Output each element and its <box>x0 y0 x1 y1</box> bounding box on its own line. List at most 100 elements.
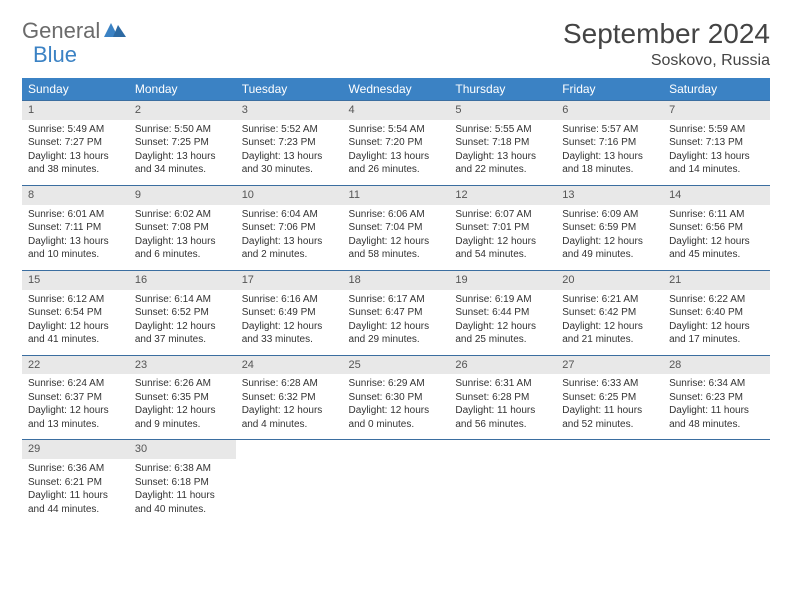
calendar-cell: 20Sunrise: 6:21 AMSunset: 6:42 PMDayligh… <box>556 270 663 355</box>
daylight-text: Daylight: 12 hours and 45 minutes. <box>669 235 764 262</box>
day-body: Sunrise: 6:01 AMSunset: 7:11 PMDaylight:… <box>22 205 129 270</box>
day-body: Sunrise: 6:02 AMSunset: 7:08 PMDaylight:… <box>129 205 236 270</box>
daylight-text: Daylight: 12 hours and 41 minutes. <box>28 320 123 347</box>
calendar-row: 15Sunrise: 6:12 AMSunset: 6:54 PMDayligh… <box>22 270 770 355</box>
sunrise-text: Sunrise: 6:38 AM <box>135 462 230 476</box>
day-number: 12 <box>449 186 556 205</box>
daylight-text: Daylight: 13 hours and 30 minutes. <box>242 150 337 177</box>
daylight-text: Daylight: 13 hours and 2 minutes. <box>242 235 337 262</box>
day-body: Sunrise: 6:16 AMSunset: 6:49 PMDaylight:… <box>236 290 343 355</box>
sunset-text: Sunset: 7:25 PM <box>135 136 230 150</box>
sunset-text: Sunset: 6:44 PM <box>455 306 550 320</box>
calendar-cell: 19Sunrise: 6:19 AMSunset: 6:44 PMDayligh… <box>449 270 556 355</box>
sunrise-text: Sunrise: 6:14 AM <box>135 293 230 307</box>
logo-text-blue-wrap: Blue <box>33 42 77 68</box>
daylight-text: Daylight: 11 hours and 40 minutes. <box>135 489 230 516</box>
day-number: 22 <box>22 356 129 375</box>
sunrise-text: Sunrise: 6:24 AM <box>28 377 123 391</box>
day-body: Sunrise: 6:09 AMSunset: 6:59 PMDaylight:… <box>556 205 663 270</box>
sunset-text: Sunset: 6:23 PM <box>669 391 764 405</box>
sunrise-text: Sunrise: 6:09 AM <box>562 208 657 222</box>
daylight-text: Daylight: 12 hours and 29 minutes. <box>349 320 444 347</box>
sunset-text: Sunset: 7:06 PM <box>242 221 337 235</box>
day-number: 3 <box>236 101 343 120</box>
day-body: Sunrise: 6:36 AMSunset: 6:21 PMDaylight:… <box>22 459 129 524</box>
sunrise-text: Sunrise: 6:22 AM <box>669 293 764 307</box>
day-body: Sunrise: 6:31 AMSunset: 6:28 PMDaylight:… <box>449 374 556 439</box>
sunset-text: Sunset: 7:27 PM <box>28 136 123 150</box>
calendar-cell: .. <box>663 440 770 524</box>
sunrise-text: Sunrise: 6:19 AM <box>455 293 550 307</box>
calendar-cell: 28Sunrise: 6:34 AMSunset: 6:23 PMDayligh… <box>663 355 770 440</box>
calendar-cell: 22Sunrise: 6:24 AMSunset: 6:37 PMDayligh… <box>22 355 129 440</box>
day-body: Sunrise: 5:52 AMSunset: 7:23 PMDaylight:… <box>236 120 343 185</box>
sunrise-text: Sunrise: 6:17 AM <box>349 293 444 307</box>
daylight-text: Daylight: 13 hours and 6 minutes. <box>135 235 230 262</box>
calendar-cell: 15Sunrise: 6:12 AMSunset: 6:54 PMDayligh… <box>22 270 129 355</box>
calendar-row: 29Sunrise: 6:36 AMSunset: 6:21 PMDayligh… <box>22 440 770 524</box>
sunset-text: Sunset: 7:04 PM <box>349 221 444 235</box>
daylight-text: Daylight: 12 hours and 25 minutes. <box>455 320 550 347</box>
day-number: 24 <box>236 356 343 375</box>
day-body: Sunrise: 6:22 AMSunset: 6:40 PMDaylight:… <box>663 290 770 355</box>
calendar-cell: 24Sunrise: 6:28 AMSunset: 6:32 PMDayligh… <box>236 355 343 440</box>
calendar-cell: .. <box>449 440 556 524</box>
sunset-text: Sunset: 6:30 PM <box>349 391 444 405</box>
day-number: 11 <box>343 186 450 205</box>
weekday-header: Saturday <box>663 78 770 101</box>
daylight-text: Daylight: 13 hours and 34 minutes. <box>135 150 230 177</box>
calendar-cell: 12Sunrise: 6:07 AMSunset: 7:01 PMDayligh… <box>449 185 556 270</box>
day-number: 28 <box>663 356 770 375</box>
calendar-row: 22Sunrise: 6:24 AMSunset: 6:37 PMDayligh… <box>22 355 770 440</box>
weekday-header: Sunday <box>22 78 129 101</box>
sunrise-text: Sunrise: 6:34 AM <box>669 377 764 391</box>
sunset-text: Sunset: 7:13 PM <box>669 136 764 150</box>
sunrise-text: Sunrise: 5:52 AM <box>242 123 337 137</box>
day-body: Sunrise: 6:17 AMSunset: 6:47 PMDaylight:… <box>343 290 450 355</box>
calendar-cell: 14Sunrise: 6:11 AMSunset: 6:56 PMDayligh… <box>663 185 770 270</box>
calendar-cell: 16Sunrise: 6:14 AMSunset: 6:52 PMDayligh… <box>129 270 236 355</box>
logo-text-blue: Blue <box>33 42 77 67</box>
sunrise-text: Sunrise: 5:59 AM <box>669 123 764 137</box>
day-body: Sunrise: 5:55 AMSunset: 7:18 PMDaylight:… <box>449 120 556 185</box>
day-body: Sunrise: 6:24 AMSunset: 6:37 PMDaylight:… <box>22 374 129 439</box>
calendar-table: SundayMondayTuesdayWednesdayThursdayFrid… <box>22 78 770 524</box>
day-body: Sunrise: 6:26 AMSunset: 6:35 PMDaylight:… <box>129 374 236 439</box>
daylight-text: Daylight: 13 hours and 26 minutes. <box>349 150 444 177</box>
calendar-cell: 8Sunrise: 6:01 AMSunset: 7:11 PMDaylight… <box>22 185 129 270</box>
day-body: Sunrise: 6:21 AMSunset: 6:42 PMDaylight:… <box>556 290 663 355</box>
sunset-text: Sunset: 6:28 PM <box>455 391 550 405</box>
calendar-cell: 2 Sunrise: 5:50 AMSunset: 7:25 PMDaylight… <box>129 101 236 186</box>
daylight-text: Daylight: 12 hours and 21 minutes. <box>562 320 657 347</box>
day-number: 4 <box>343 101 450 120</box>
sunset-text: Sunset: 7:23 PM <box>242 136 337 150</box>
calendar-cell: 21Sunrise: 6:22 AMSunset: 6:40 PMDayligh… <box>663 270 770 355</box>
sunrise-text: Sunrise: 5:50 AM <box>135 123 230 137</box>
sunset-text: Sunset: 6:35 PM <box>135 391 230 405</box>
location: Soskovo, Russia <box>563 52 770 70</box>
calendar-body: 1Sunrise: 5:49 AMSunset: 7:27 PMDaylight… <box>22 101 770 525</box>
sunrise-text: Sunrise: 6:29 AM <box>349 377 444 391</box>
calendar-cell: 23Sunrise: 6:26 AMSunset: 6:35 PMDayligh… <box>129 355 236 440</box>
day-body: Sunrise: 6:07 AMSunset: 7:01 PMDaylight:… <box>449 205 556 270</box>
daylight-text: Daylight: 11 hours and 52 minutes. <box>562 404 657 431</box>
logo-triangle-icon <box>104 21 126 42</box>
day-body: Sunrise: 5:54 AMSunset: 7:20 PMDaylight:… <box>343 120 450 185</box>
sunrise-text: Sunrise: 6:06 AM <box>349 208 444 222</box>
sunset-text: Sunset: 6:18 PM <box>135 476 230 490</box>
day-number: 18 <box>343 271 450 290</box>
sunrise-text: Sunrise: 5:55 AM <box>455 123 550 137</box>
sunset-text: Sunset: 7:08 PM <box>135 221 230 235</box>
sunrise-text: Sunrise: 6:33 AM <box>562 377 657 391</box>
daylight-text: Daylight: 12 hours and 54 minutes. <box>455 235 550 262</box>
day-number: 21 <box>663 271 770 290</box>
header: General September 2024 Soskovo, Russia <box>22 18 770 70</box>
day-body: Sunrise: 6:11 AMSunset: 6:56 PMDaylight:… <box>663 205 770 270</box>
day-number: 23 <box>129 356 236 375</box>
daylight-text: Daylight: 13 hours and 22 minutes. <box>455 150 550 177</box>
daylight-text: Daylight: 13 hours and 18 minutes. <box>562 150 657 177</box>
day-number: 2 <box>129 101 236 120</box>
calendar-cell: 10Sunrise: 6:04 AMSunset: 7:06 PMDayligh… <box>236 185 343 270</box>
day-number: 20 <box>556 271 663 290</box>
day-body: Sunrise: 6:29 AMSunset: 6:30 PMDaylight:… <box>343 374 450 439</box>
